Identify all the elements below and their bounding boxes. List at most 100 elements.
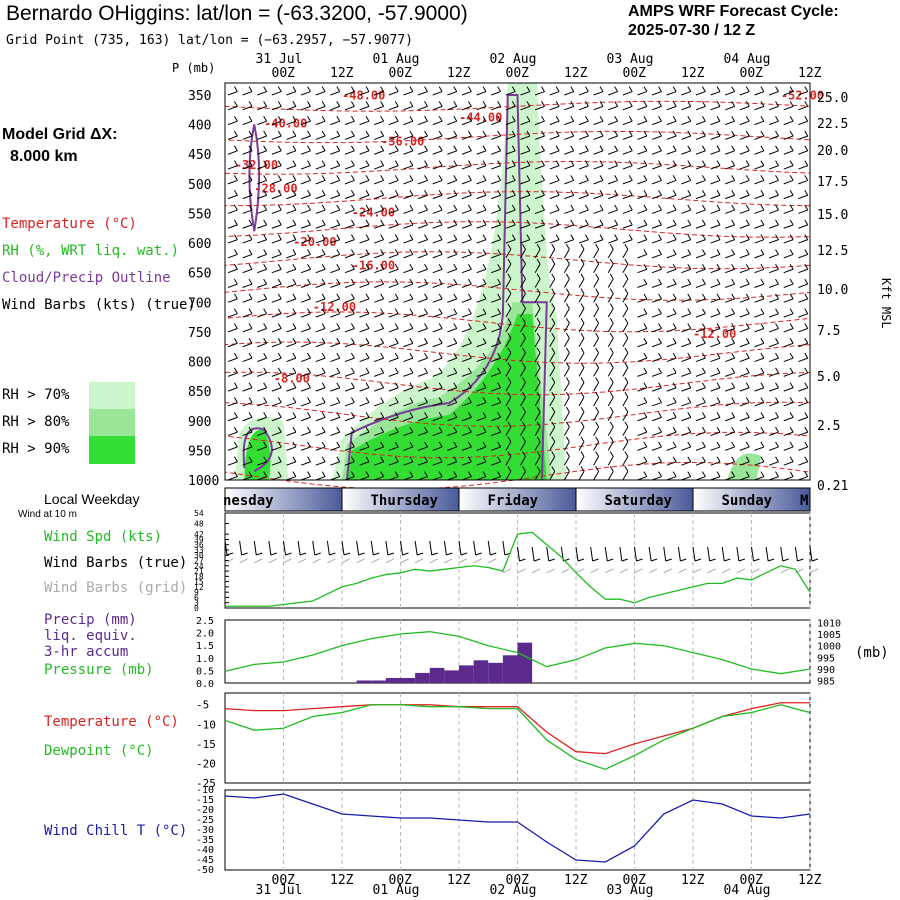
wind-barb bbox=[388, 431, 399, 437]
wind-barb-flag bbox=[804, 101, 809, 107]
wind-barb bbox=[666, 476, 677, 481]
wind-barb-flag bbox=[380, 397, 385, 403]
wind-barb-flag bbox=[438, 234, 443, 240]
wind-barb-flag bbox=[745, 338, 750, 344]
wind-barb-flag bbox=[775, 130, 779, 137]
wind-barb bbox=[710, 431, 721, 437]
wind-barb bbox=[622, 150, 633, 155]
grid-wind-barb bbox=[780, 568, 789, 574]
true-wind-barb-flag bbox=[782, 558, 789, 562]
wind-barb-flag bbox=[595, 377, 600, 383]
wind-barb bbox=[564, 165, 574, 170]
wind-barb bbox=[461, 194, 472, 200]
wind-barb-flag bbox=[595, 421, 600, 428]
wind-barb bbox=[710, 135, 721, 140]
wind-barb bbox=[359, 461, 370, 466]
wind-barb-flag bbox=[409, 397, 414, 403]
wind-barb-flag bbox=[565, 421, 570, 428]
wind-barb-flag bbox=[394, 456, 399, 463]
wind-barb-flag bbox=[336, 101, 341, 107]
wind-barb bbox=[578, 293, 585, 303]
true-wind-barb bbox=[312, 540, 316, 556]
wind-barb-flag bbox=[643, 249, 648, 255]
wind-barb-flag bbox=[350, 323, 355, 329]
wind-barb bbox=[417, 253, 428, 259]
grid-wind-barb bbox=[502, 568, 512, 574]
wind-barb-flag bbox=[233, 323, 238, 329]
wind-barb bbox=[710, 357, 721, 363]
grid-wind-barb bbox=[575, 568, 585, 574]
true-wind-barb bbox=[268, 540, 272, 556]
wind-barb-flag bbox=[687, 367, 692, 374]
wind-barb-flag bbox=[409, 175, 414, 181]
wind-barb-flag bbox=[233, 412, 238, 418]
wind-barb-flag bbox=[716, 382, 721, 388]
wind-barb-flag bbox=[263, 397, 268, 403]
wind-barb-flag bbox=[336, 426, 341, 433]
wind-barb-flag bbox=[263, 471, 268, 477]
wind-barb-flag bbox=[336, 234, 341, 240]
height-tick-label: 0.21 bbox=[817, 479, 848, 494]
wind-barb bbox=[768, 120, 779, 126]
wind-barb bbox=[242, 328, 253, 333]
wind-barb-flag bbox=[394, 412, 399, 418]
wind-barb bbox=[461, 135, 472, 140]
wind-barb-flag bbox=[233, 101, 238, 107]
wind-barb-flag bbox=[380, 323, 385, 329]
wind-barb bbox=[622, 194, 633, 200]
wind-barb-flag bbox=[580, 406, 585, 413]
wind-barb bbox=[681, 209, 691, 214]
precip-bar bbox=[473, 660, 489, 683]
wind-barb bbox=[315, 402, 326, 407]
wind-barb bbox=[607, 337, 614, 347]
wind-barb-flag bbox=[804, 323, 809, 329]
wind-barb bbox=[476, 402, 487, 407]
wind-barb bbox=[725, 357, 735, 363]
wind-barb bbox=[710, 268, 721, 274]
wind-barb bbox=[607, 308, 614, 318]
wind-barb bbox=[637, 209, 648, 214]
wind-barb-flag bbox=[522, 243, 526, 250]
wind-barb bbox=[666, 91, 677, 96]
wind-barb bbox=[608, 239, 618, 244]
wind-barb bbox=[330, 446, 340, 451]
wind-barb-flag bbox=[551, 288, 556, 294]
wind-barb bbox=[666, 224, 677, 229]
windchill-tick-label: -50 bbox=[196, 865, 214, 876]
wind-barb-flag bbox=[424, 204, 428, 211]
wind-barb-flag bbox=[453, 426, 458, 433]
wind-barb-flag bbox=[248, 367, 253, 374]
wind-barb-flag bbox=[394, 278, 399, 285]
wind-barb bbox=[783, 372, 794, 377]
wind-barb bbox=[330, 298, 340, 303]
top-hour-label: 00Z bbox=[272, 66, 296, 81]
wind-barb-flag bbox=[453, 160, 458, 166]
wind-barb-flag bbox=[580, 421, 585, 428]
wind-barb-flag bbox=[380, 115, 385, 122]
wind-barb-flag bbox=[580, 392, 585, 398]
wind-barb-flag bbox=[438, 456, 443, 463]
wind-barb bbox=[695, 283, 706, 288]
wind-barb bbox=[710, 224, 721, 229]
wind-barb-flag bbox=[248, 234, 253, 240]
wind-barb bbox=[257, 416, 267, 422]
wind-barb-flag bbox=[789, 412, 794, 418]
wind-barb bbox=[388, 372, 399, 377]
wind-barb-flag bbox=[467, 323, 472, 329]
wind-barb-flag bbox=[672, 412, 677, 418]
wind-barb-flag bbox=[307, 234, 311, 240]
grid-point-label: Grid Point (735, 163) lat/lon = (−63.295… bbox=[6, 33, 413, 48]
wind-barb-flag bbox=[687, 219, 692, 226]
wind-barb bbox=[491, 224, 501, 229]
wind-barb-flag bbox=[321, 397, 326, 403]
wind-barb-flag bbox=[336, 308, 341, 314]
wind-barb bbox=[403, 120, 414, 126]
wind-barb bbox=[622, 179, 633, 185]
wind-barb bbox=[651, 120, 662, 126]
wind-barb-flag bbox=[731, 204, 736, 211]
wind-barb-flag bbox=[701, 101, 706, 107]
wind-barb-flag bbox=[263, 204, 268, 211]
wind-barb-flag bbox=[526, 160, 531, 166]
wind-barb-flag bbox=[292, 323, 297, 329]
wind-barb-flag bbox=[672, 86, 677, 92]
